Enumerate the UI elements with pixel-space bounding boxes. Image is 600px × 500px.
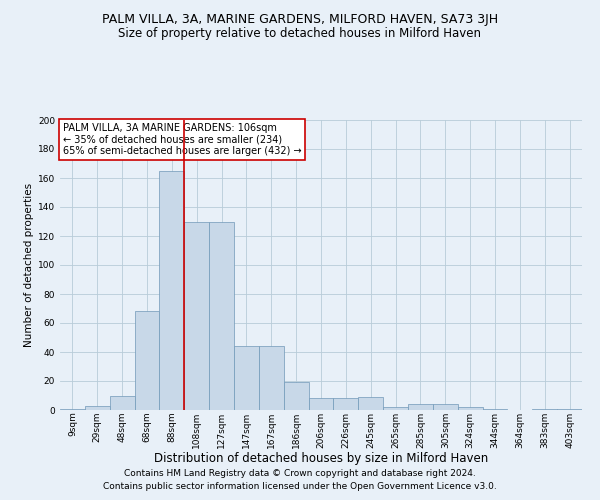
Bar [532, 408, 557, 410]
Bar [334, 398, 358, 410]
Y-axis label: Number of detached properties: Number of detached properties [24, 183, 34, 347]
Bar [408, 404, 433, 410]
Text: Contains HM Land Registry data © Crown copyright and database right 2024.: Contains HM Land Registry data © Crown c… [124, 468, 476, 477]
Text: PALM VILLA, 3A, MARINE GARDENS, MILFORD HAVEN, SA73 3JH: PALM VILLA, 3A, MARINE GARDENS, MILFORD … [102, 12, 498, 26]
Bar [134, 312, 160, 410]
Bar [433, 404, 458, 410]
Bar [383, 407, 408, 410]
Text: Size of property relative to detached houses in Milford Haven: Size of property relative to detached ho… [119, 28, 482, 40]
Bar [85, 406, 110, 410]
Bar [557, 408, 582, 410]
Bar [308, 398, 334, 410]
Bar [60, 408, 85, 410]
Bar [284, 382, 308, 410]
Text: PALM VILLA, 3A MARINE GARDENS: 106sqm
← 35% of detached houses are smaller (234): PALM VILLA, 3A MARINE GARDENS: 106sqm ← … [62, 123, 301, 156]
Bar [482, 408, 508, 410]
X-axis label: Distribution of detached houses by size in Milford Haven: Distribution of detached houses by size … [154, 452, 488, 465]
Bar [209, 222, 234, 410]
Bar [110, 396, 134, 410]
Bar [358, 397, 383, 410]
Bar [160, 171, 184, 410]
Bar [184, 222, 209, 410]
Bar [259, 346, 284, 410]
Bar [458, 407, 482, 410]
Text: Contains public sector information licensed under the Open Government Licence v3: Contains public sector information licen… [103, 482, 497, 491]
Bar [234, 346, 259, 410]
